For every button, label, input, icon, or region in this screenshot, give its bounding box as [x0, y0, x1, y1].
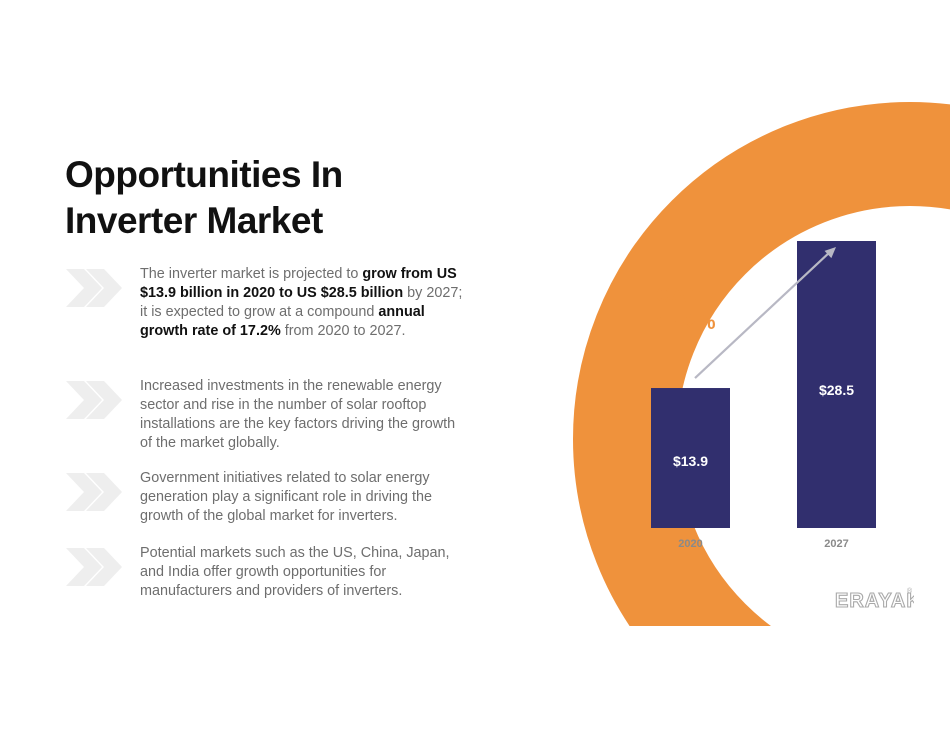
- cagr-callout: CAGR 17.2%: [656, 282, 718, 336]
- cagr-label: CAGR: [656, 284, 718, 307]
- double-chevron-right-icon: [66, 381, 122, 419]
- x-tick-label: 2020: [678, 538, 702, 550]
- bullet-text-highlight: grow from US $13.9 billion in 2020 to US…: [140, 266, 457, 301]
- bullet-text: Potential markets such as the US, China,…: [140, 544, 470, 601]
- bar-2027: [797, 241, 876, 528]
- bullet-text: The inverter market is projected to grow…: [140, 265, 470, 341]
- bullet-text-segment: by 2027; it is expected to grow at a com…: [140, 285, 463, 320]
- bar-value-label: $13.9: [673, 453, 708, 469]
- orange-ring-icon: [573, 102, 950, 626]
- double-chevron-right-icon: [66, 548, 122, 586]
- x-tick-label: 2027: [824, 538, 848, 550]
- bullet-text-segment: from 2020 to 2027.: [280, 323, 406, 339]
- bar-2020: [651, 388, 730, 528]
- bullet-text-segment: Government initiatives related to solar …: [140, 470, 432, 524]
- page-title-line-2: Inverter Market: [65, 200, 323, 241]
- bullet-text-segment: The inverter market is projected to: [140, 266, 363, 282]
- bullet-text-highlight: annual growth rate of 17.2%: [140, 304, 425, 339]
- logo-text: ERAYAK: [835, 590, 914, 612]
- double-chevron-right-icon: [66, 473, 122, 511]
- bar-value-label: $28.5: [819, 382, 854, 398]
- orange-ring-decoration: [573, 102, 950, 626]
- bullet-text: Increased investments in the renewable e…: [140, 377, 470, 453]
- bar-chart: $13.9 2020 $28.5 2027: [651, 241, 876, 550]
- bullet-text: Government initiatives related to solar …: [140, 469, 470, 526]
- double-chevron-right-icon: [66, 269, 122, 307]
- logo-registered-mark: ®: [907, 587, 913, 595]
- growth-arrow: [694, 247, 836, 379]
- bullet-text-segment: Increased investments in the renewable e…: [140, 378, 456, 451]
- page-title: Opportunities In Inverter Market: [65, 152, 445, 244]
- bullet-text-segment: Potential markets such as the US, China,…: [140, 545, 450, 599]
- page-title-line-1: Opportunities In: [65, 154, 343, 195]
- cagr-value: 17.2%: [656, 311, 716, 334]
- erayak-logo: ERAYAK ®: [834, 587, 914, 613]
